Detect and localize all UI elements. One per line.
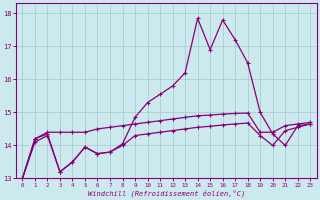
X-axis label: Windchill (Refroidissement éolien,°C): Windchill (Refroidissement éolien,°C) (88, 189, 245, 197)
